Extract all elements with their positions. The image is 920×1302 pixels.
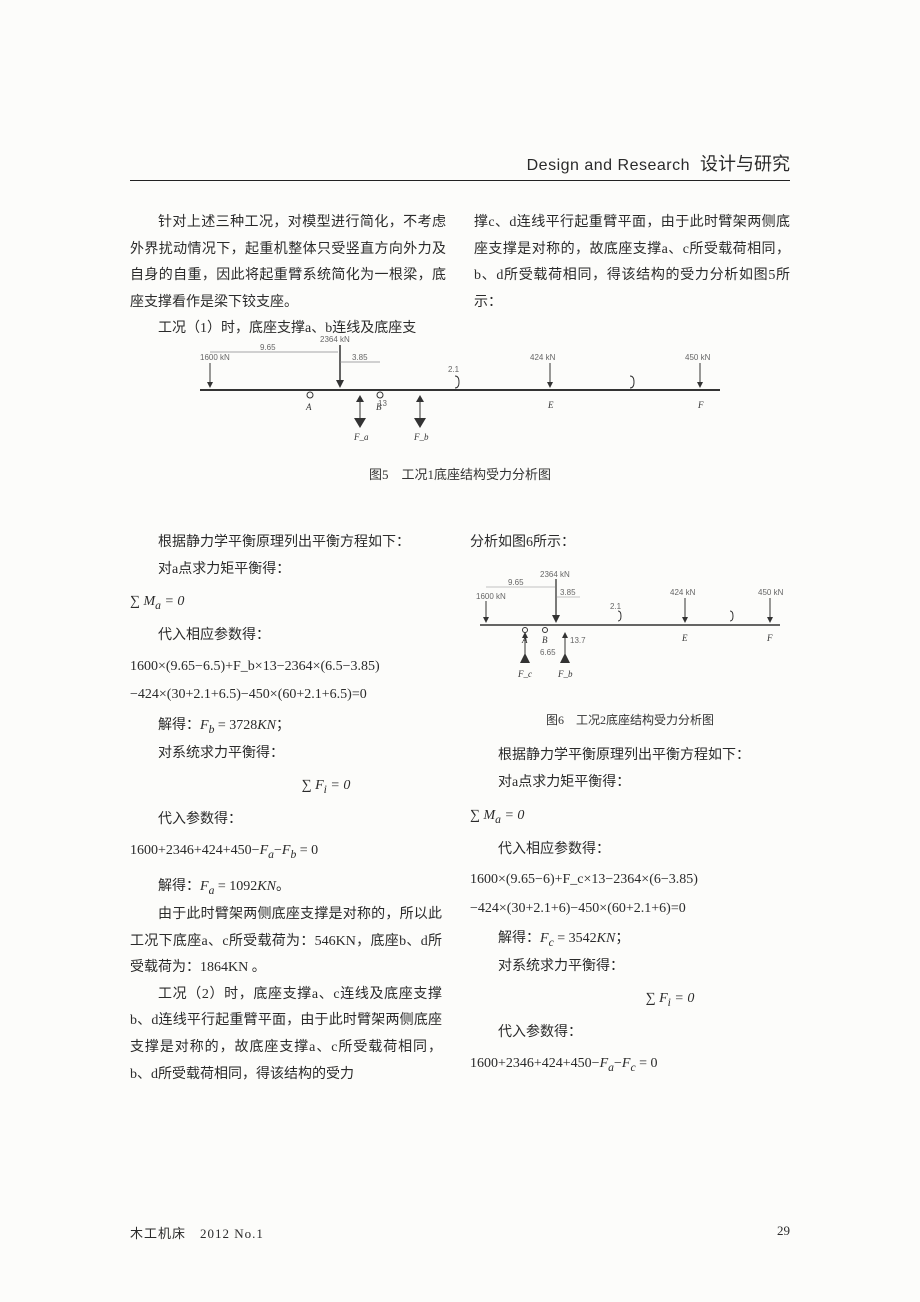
r-t6: 对系统求力平衡得： [470, 954, 790, 981]
figure-6: 1600 kN 2364 kN 9.65 3.85 A B 2.1 424 kN… [470, 565, 790, 732]
svg-text:2.1: 2.1 [448, 365, 460, 374]
fig5-caption: 图5 工况1底座结构受力分析图 [130, 464, 790, 483]
r-eq1: ∑ Ma = 0 [470, 803, 790, 831]
figure-5: 1600 kN 2364 kN 9.65 3.85 A B 2.1 424 kN… [130, 330, 790, 483]
l-t4: 解得：Fb = 3728KN； [130, 713, 442, 741]
r-t3: 对a点求力矩平衡得： [470, 770, 790, 797]
l-t3: 代入相应参数得： [130, 623, 442, 650]
r-t5: 解得：Fc = 3542KN； [470, 926, 790, 954]
l-eq3: ∑ Fi = 0 [130, 773, 442, 801]
fig5-svg: 1600 kN 2364 kN 9.65 3.85 A B 2.1 424 kN… [180, 330, 740, 460]
intro-right: 撑c、d连线平行起重臂平面，由于此时臂架两侧底座支撑是对称的，故底座支撑a、c所… [474, 210, 790, 343]
svg-text:F_b: F_b [557, 669, 573, 679]
page-footer: 木工机床 2012 No.1 29 [130, 1223, 790, 1242]
l-t6: 代入参数得： [130, 807, 442, 834]
svg-text:450 kN: 450 kN [758, 588, 784, 597]
svg-text:450 kN: 450 kN [685, 353, 711, 362]
svg-text:F_a: F_a [353, 432, 369, 442]
l-eq4: 1600+2346+424+450−Fa−Fb = 0 [130, 840, 442, 864]
svg-text:2364 kN: 2364 kN [540, 570, 570, 579]
intro-left: 针对上述三种工况，对模型进行简化，不考虑外界扰动情况下，起重机整体只受竖直方向外… [130, 210, 446, 343]
svg-text:2364 kN: 2364 kN [320, 335, 350, 344]
svg-text:2.1: 2.1 [610, 602, 622, 611]
fig6-caption: 图6 工况2底座结构受力分析图 [470, 709, 790, 732]
svg-text:9.65: 9.65 [508, 578, 524, 587]
main-columns: 根据静力学平衡原理列出平衡方程如下： 对a点求力矩平衡得： ∑ Ma = 0 代… [130, 530, 790, 1088]
fig6-svg: 1600 kN 2364 kN 9.65 3.85 A B 2.1 424 kN… [470, 565, 790, 705]
header-en: Design and Research [527, 157, 690, 174]
svg-text:F_c: F_c [517, 669, 532, 679]
r-eq2b: −424×(30+2.1+6)−450×(60+2.1+6)=0 [470, 898, 790, 920]
svg-text:A: A [305, 402, 312, 412]
right-column: 分析如图6所示： 1600 kN 2364 kN 9.65 3.85 A B 2… [470, 530, 790, 1088]
footer-journal: 木工机床 2012 No.1 [130, 1223, 264, 1242]
svg-text:424 kN: 424 kN [670, 588, 696, 597]
l-t8: 由于此时臂架两侧底座支撑是对称的，所以此工况下底座a、c所受载荷为：546KN，… [130, 902, 442, 982]
svg-text:6.65: 6.65 [540, 648, 556, 657]
svg-text:3.85: 3.85 [560, 588, 576, 597]
r-eq2a: 1600×(9.65−6)+F_c×13−2364×(6−3.85) [470, 869, 790, 891]
r-t7: 代入参数得： [470, 1020, 790, 1047]
l-t2: 对a点求力矩平衡得： [130, 557, 442, 584]
l-eq1: ∑ Ma = 0 [130, 589, 442, 617]
svg-text:F_b: F_b [413, 432, 429, 442]
header-cn: 设计与研究 [700, 154, 790, 174]
l-t1: 根据静力学平衡原理列出平衡方程如下： [130, 530, 442, 557]
svg-text:F: F [697, 400, 704, 410]
intro-p3: 撑c、d连线平行起重臂平面，由于此时臂架两侧底座支撑是对称的，故底座支撑a、c所… [474, 210, 790, 316]
page-header: Design and Research 设计与研究 [130, 150, 790, 181]
intro-p1: 针对上述三种工况，对模型进行简化，不考虑外界扰动情况下，起重机整体只受竖直方向外… [130, 210, 446, 316]
left-column: 根据静力学平衡原理列出平衡方程如下： 对a点求力矩平衡得： ∑ Ma = 0 代… [130, 530, 442, 1088]
r-t1: 分析如图6所示： [470, 530, 790, 557]
r-t4: 代入相应参数得： [470, 837, 790, 864]
svg-text:3.85: 3.85 [352, 353, 368, 362]
footer-page-number: 29 [777, 1223, 790, 1242]
svg-text:424 kN: 424 kN [530, 353, 556, 362]
svg-text:1600 kN: 1600 kN [200, 353, 230, 362]
l-eq2b: −424×(30+2.1+6.5)−450×(60+2.1+6.5)=0 [130, 684, 442, 706]
l-t9: 工况（2）时，底座支撑a、c连线及底座支撑b、d连线平行起重臂平面，由于此时臂架… [130, 982, 442, 1088]
svg-text:13: 13 [378, 399, 387, 408]
svg-text:E: E [681, 633, 688, 643]
l-eq2a: 1600×(9.65−6.5)+F_b×13−2364×(6.5−3.85) [130, 656, 442, 678]
svg-text:13.7: 13.7 [570, 636, 586, 645]
svg-text:F: F [766, 633, 773, 643]
l-t5: 对系统求力平衡得： [130, 741, 442, 768]
svg-text:E: E [547, 400, 554, 410]
svg-text:9.65: 9.65 [260, 343, 276, 352]
intro-columns: 针对上述三种工况，对模型进行简化，不考虑外界扰动情况下，起重机整体只受竖直方向外… [130, 210, 790, 343]
svg-text:1600 kN: 1600 kN [476, 592, 506, 601]
svg-text:B: B [542, 635, 548, 645]
l-t7: 解得：Fa = 1092KN。 [130, 874, 442, 902]
r-eq4: 1600+2346+424+450−Fa−Fc = 0 [470, 1053, 790, 1077]
r-eq3: ∑ Fi = 0 [470, 986, 790, 1014]
r-t2: 根据静力学平衡原理列出平衡方程如下： [470, 743, 790, 770]
